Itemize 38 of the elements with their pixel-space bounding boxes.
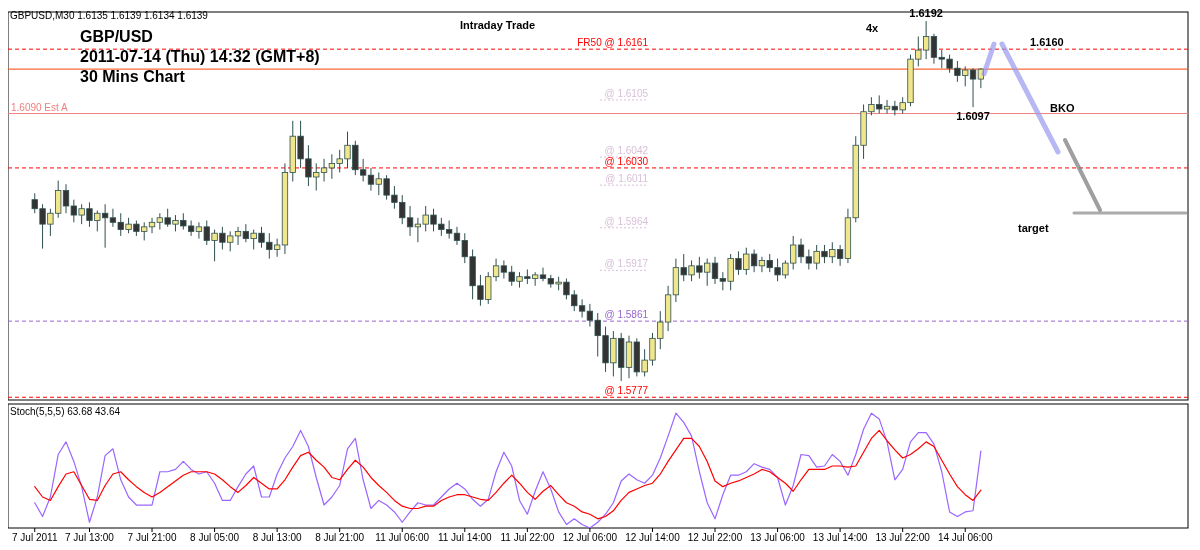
x-tick-label: 12 Jul 22:00 [687, 532, 743, 543]
ref-line-label: @ 1.5964 [604, 215, 649, 227]
ref-line-label: @ 1.5861 [604, 309, 649, 321]
ref-line-label: @ 1.6011 [605, 173, 649, 185]
x-tick-label: 8 Jul 21:00 [315, 532, 365, 543]
x-tick-label: 12 Jul 06:00 [562, 532, 618, 543]
x-tick-label: 11 Jul 06:00 [375, 532, 430, 543]
x-tick-label: 7 Jul 13:00 [65, 532, 115, 543]
x-tick-label: 8 Jul 13:00 [252, 532, 303, 543]
ref-line-label: @ 1.6030 [604, 155, 649, 167]
x-tick-label: 14 Jul 06:00 [937, 532, 993, 543]
ref-line-label: 1.6090 Est A [11, 101, 69, 113]
x-tick-label: 8 Jul 05:00 [190, 532, 240, 543]
text: BKO [1050, 102, 1075, 114]
chart-title: Stoch(5,5,5) 63.68 43.64 [10, 406, 121, 417]
x-tick-label: 13 Jul 06:00 [750, 532, 806, 543]
annotation: 30 Mins Chart [80, 68, 186, 85]
text: 1.6160 [1030, 36, 1064, 48]
text: target [1018, 222, 1049, 234]
text: 2011-07-14 (Thu) 14:32 (GMT+8) [80, 48, 320, 65]
annotation: Intraday Trade [460, 19, 536, 31]
annotation: 4x [866, 22, 880, 34]
x-tick-label: 13 Jul 14:00 [812, 532, 868, 543]
annotation: GBPUSD,M30 1.6135 1.6139 1.6134 1.6139 [10, 10, 209, 21]
x-tick-label: 13 Jul 22:00 [875, 532, 931, 543]
text: GBP/USD [80, 28, 153, 45]
x-tick-label: 7 Jul 2011 [12, 532, 58, 543]
ref-line-label: @ 1.6105 [604, 87, 649, 99]
ref-line-label: @ 1.5777 [604, 385, 649, 397]
x-tick-label: 11 Jul 22:00 [500, 532, 555, 543]
x-tick-label: 12 Jul 14:00 [625, 532, 681, 543]
annotation: 1.6097 [956, 110, 990, 123]
x-tick-label: 7 Jul 21:00 [127, 532, 177, 543]
annotation: 1.6192 [909, 7, 943, 20]
ref-line-label: @ 1.5917 [604, 258, 649, 270]
x-tick-label: 11 Jul 14:00 [437, 532, 493, 543]
ref-line-label: FR50 @ 1.6161 [577, 37, 649, 49]
ref-line-label: @ 1.6042 [604, 145, 649, 157]
